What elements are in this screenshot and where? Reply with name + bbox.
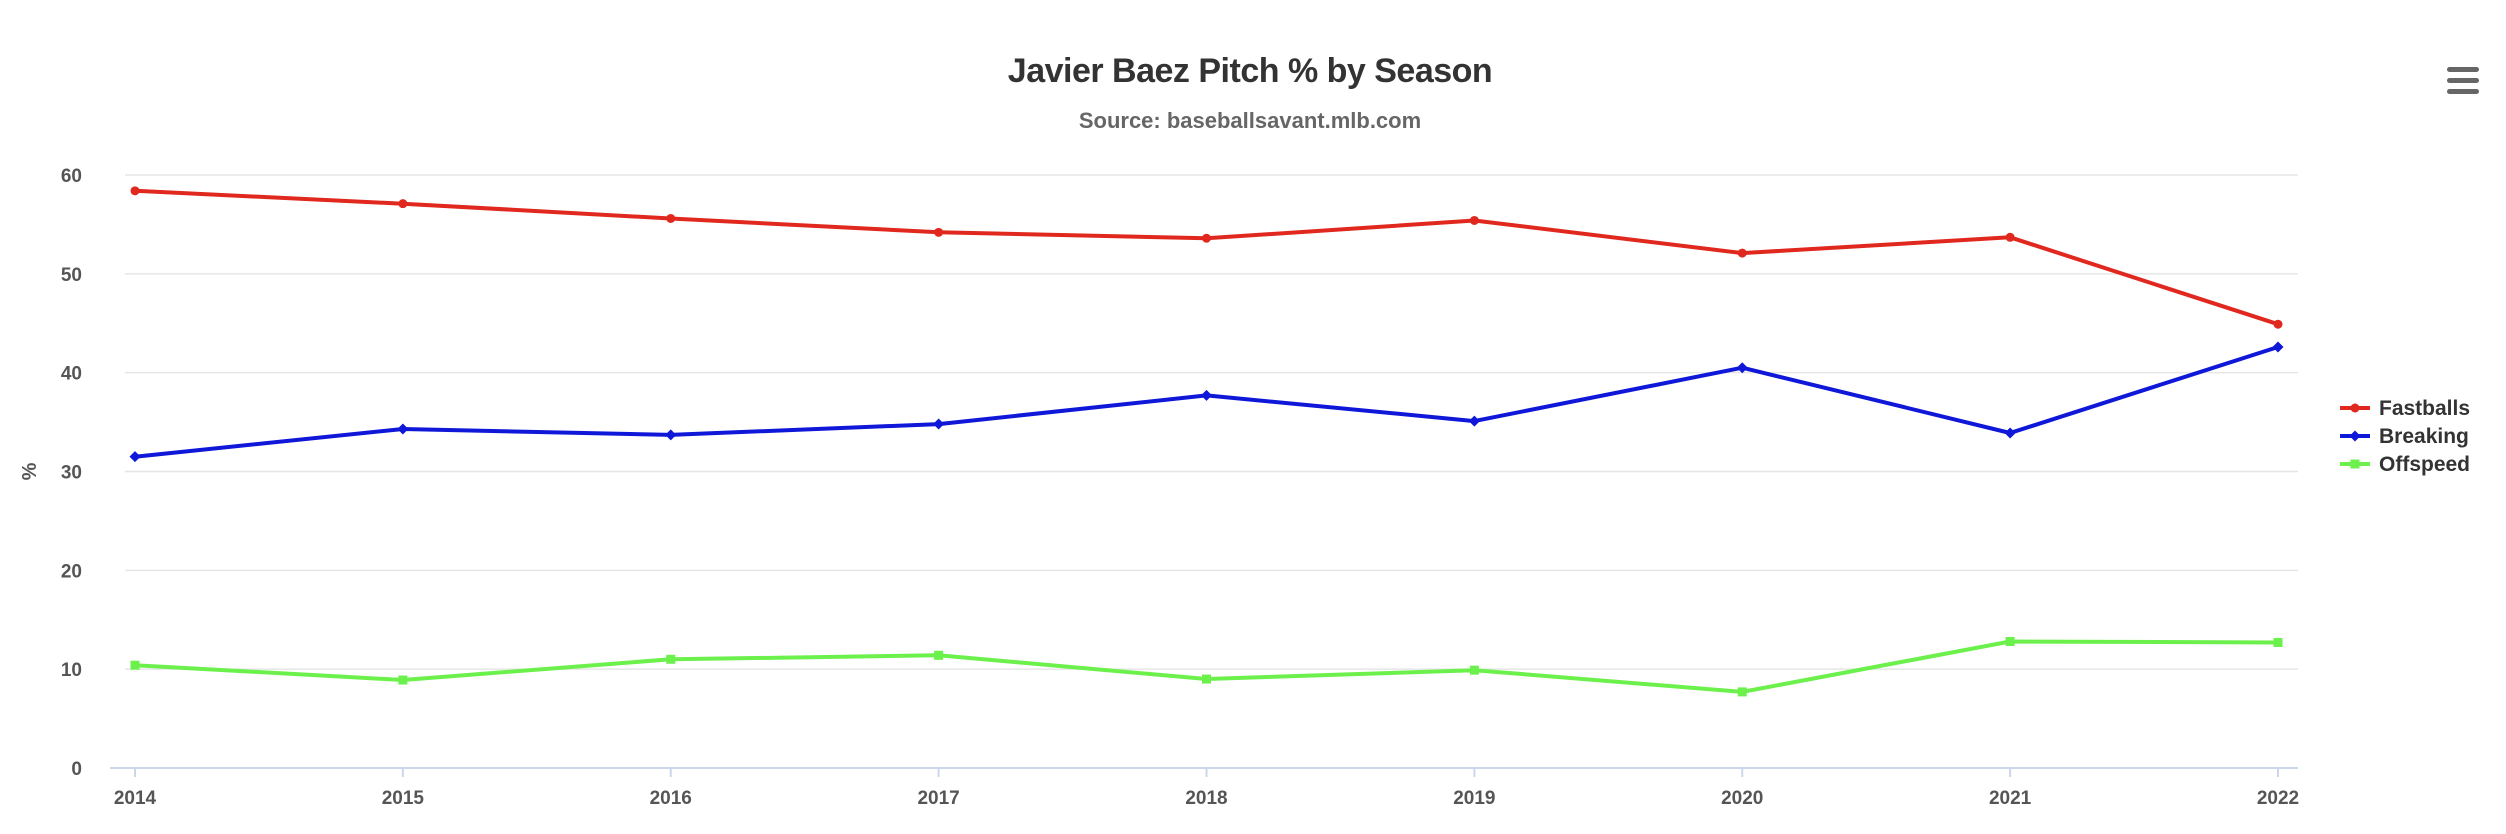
- data-point: [934, 650, 944, 660]
- legend-label: Fastballs: [2379, 397, 2470, 420]
- x-tick-label: 2017: [917, 788, 959, 809]
- y-axis-title: %: [19, 462, 41, 480]
- y-tick-label: 20: [61, 561, 82, 582]
- legend-item-breaking[interactable]: Breaking: [2340, 425, 2469, 448]
- y-tick-label: 10: [61, 660, 82, 681]
- data-point: [1469, 215, 1479, 225]
- legend-label: Breaking: [2379, 425, 2469, 448]
- hamburger-menu-icon: [2447, 89, 2479, 94]
- y-tick-label: 40: [61, 364, 82, 385]
- chart-menu-button[interactable]: [2445, 64, 2481, 98]
- legend-item-offspeed[interactable]: Offspeed: [2340, 453, 2470, 476]
- legend-marker: [2350, 459, 2360, 469]
- x-tick-label: 2019: [1453, 788, 1495, 809]
- x-tick-label: 2016: [650, 788, 692, 809]
- legend-marker: [2350, 403, 2360, 413]
- series-line: [133, 639, 2280, 694]
- x-tick-label: 2018: [1185, 788, 1227, 809]
- x-tick-label: 2014: [114, 788, 157, 809]
- y-tick-label: 30: [61, 463, 82, 484]
- data-point: [933, 418, 945, 430]
- data-point: [130, 186, 140, 196]
- data-point: [2273, 319, 2283, 329]
- chart-title: Javier Baez Pitch % by Season: [1007, 52, 1493, 90]
- y-tick-label: 50: [61, 265, 82, 286]
- legend-marker: [2349, 430, 2361, 442]
- legend-label: Offspeed: [2379, 453, 2470, 476]
- y-tick-label: 0: [71, 759, 82, 780]
- series-offspeed: [130, 636, 2283, 697]
- data-point: [1737, 248, 1747, 258]
- hamburger-menu-icon: [2447, 78, 2479, 83]
- data-point: [398, 675, 408, 685]
- data-point: [130, 660, 140, 670]
- data-point: [1468, 415, 1480, 427]
- data-point: [1202, 233, 1211, 243]
- x-tick-label: 2015: [382, 788, 425, 809]
- series-fastballs: [130, 186, 2283, 329]
- data-point: [1201, 389, 1212, 401]
- data-point: [665, 429, 677, 441]
- data-point: [934, 227, 944, 237]
- chart-subtitle: Source: baseballsavant.mlb.com: [1078, 108, 1422, 133]
- data-point: [1737, 687, 1747, 697]
- legend-item-fastballs[interactable]: Fastballs: [2340, 397, 2470, 420]
- data-point: [1202, 674, 1211, 684]
- data-point: [397, 423, 409, 435]
- data-point: [2005, 636, 2015, 646]
- series-lines: [129, 186, 2284, 697]
- data-point: [1736, 362, 1748, 374]
- legend: Fastballs Breaking Offspeed: [2340, 397, 2470, 476]
- x-tick-label: 2021: [1989, 788, 2032, 809]
- data-point: [398, 199, 408, 209]
- data-point: [666, 654, 676, 664]
- x-tick-label: 2022: [2257, 788, 2299, 809]
- data-point: [2272, 341, 2284, 353]
- series-breaking: [129, 341, 2284, 463]
- series-line: [133, 188, 2280, 327]
- hamburger-menu-icon: [2447, 67, 2479, 72]
- y-tick-label: 60: [61, 166, 82, 187]
- data-point: [2273, 637, 2283, 647]
- axes: 0 10 20 30 40 50 60% 2014 2015 2016 2017 2018 2019 20…: [19, 166, 2299, 809]
- data-point: [666, 213, 676, 223]
- data-point: [2004, 427, 2016, 439]
- x-tick-label: 2020: [1721, 788, 1763, 809]
- data-point: [1469, 665, 1479, 675]
- data-point: [2005, 232, 2015, 242]
- series-line: [133, 345, 2280, 459]
- grid-lines: [125, 174, 2298, 670]
- data-point: [129, 451, 141, 463]
